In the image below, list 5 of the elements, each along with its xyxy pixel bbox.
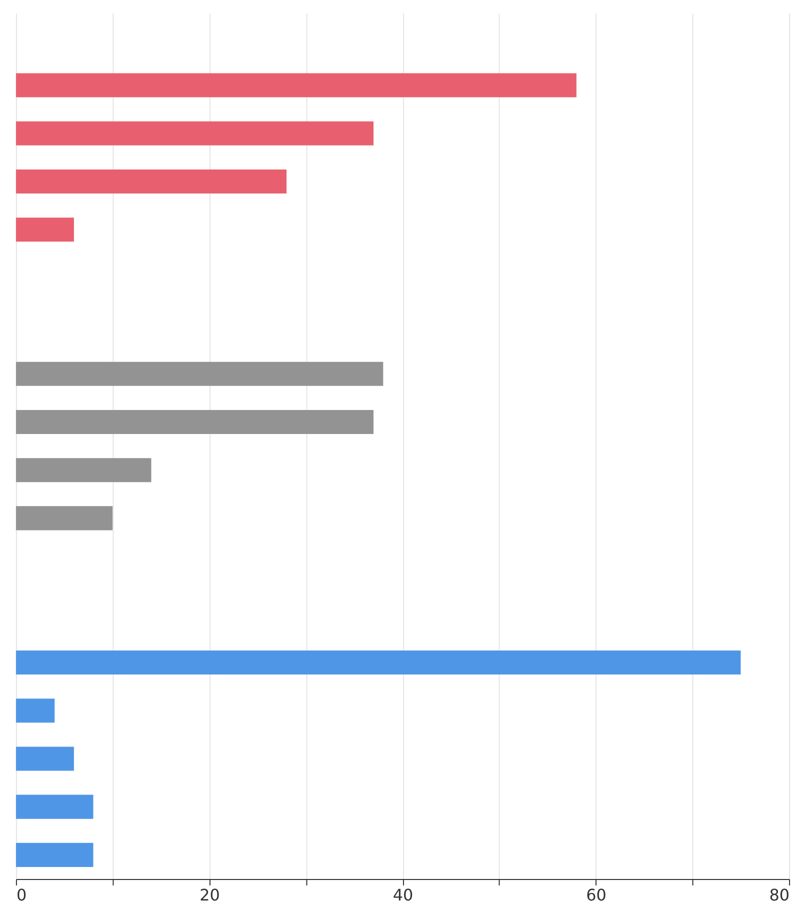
x-tick-label: 60 xyxy=(586,885,606,904)
x-tick-label: 20 xyxy=(200,885,220,904)
x-tick-label: 80 xyxy=(769,885,790,904)
x-tick-label: 0 xyxy=(16,885,27,904)
x-tick-label: 40 xyxy=(392,885,414,904)
